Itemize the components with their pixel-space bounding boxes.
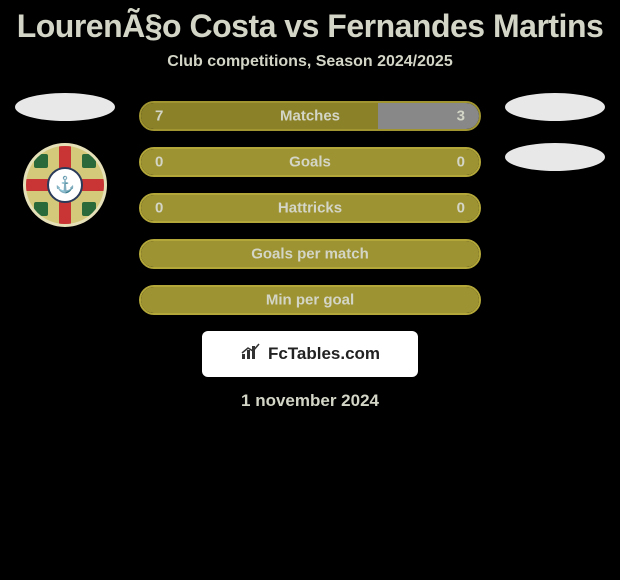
bar-value-left: 0: [155, 154, 163, 171]
bar-value-left: 0: [155, 200, 163, 217]
anchor-icon: ⚓: [55, 175, 75, 195]
left-club-badge: ⚓: [23, 143, 107, 227]
bar-label: Hattricks: [278, 200, 342, 217]
bar-label: Min per goal: [266, 292, 354, 309]
bar-right-fill: [310, 149, 479, 175]
right-player-column: [500, 93, 610, 193]
right-club-badge-placeholder: [505, 143, 605, 171]
stat-bar-matches: Matches 7 3: [139, 101, 481, 131]
stat-bars: Matches 7 3 Goals 0 0 Hattricks 0 0 Goals per mat…: [139, 101, 481, 315]
bar-label: Goals per match: [251, 246, 369, 263]
page-subtitle: Club competitions, Season 2024/2025: [0, 53, 620, 71]
bar-value-left: 7: [155, 108, 163, 125]
bar-label: Matches: [280, 108, 340, 125]
bar-left-fill: [141, 149, 310, 175]
badge-corner-icon: [34, 154, 48, 168]
badge-circle: ⚓: [23, 143, 107, 227]
bar-label: Goals: [289, 154, 331, 171]
left-player-photo-placeholder: [15, 93, 115, 121]
brand-text: FcTables.com: [268, 344, 380, 364]
bar-value-right: 3: [457, 108, 465, 125]
stat-bar-goals: Goals 0 0: [139, 147, 481, 177]
bar-value-right: 0: [457, 154, 465, 171]
badge-corner-icon: [82, 154, 96, 168]
left-player-column: ⚓: [10, 93, 120, 227]
comparison-infographic: LourenÃ§o Costa vs Fernandes Martins Clu…: [0, 0, 620, 411]
stat-bar-goals-per-match: Goals per match: [139, 239, 481, 269]
comparison-area: ⚓ Matches 7 3 Goals 0 0 Hattricks 0 0 Goals per m…: [0, 101, 620, 315]
badge-corner-icon: [34, 202, 48, 216]
footer-date: 1 november 2024: [0, 391, 620, 411]
stat-bar-hattricks: Hattricks 0 0: [139, 193, 481, 223]
chart-icon: [240, 343, 262, 366]
badge-center-circle: ⚓: [47, 167, 83, 203]
badge-corner-icon: [82, 202, 96, 216]
brand-footer-box: FcTables.com: [202, 331, 418, 377]
bar-value-right: 0: [457, 200, 465, 217]
stat-bar-min-per-goal: Min per goal: [139, 285, 481, 315]
bar-left-fill: [141, 103, 378, 129]
page-title: LourenÃ§o Costa vs Fernandes Martins: [0, 8, 620, 45]
right-player-photo-placeholder: [505, 93, 605, 121]
